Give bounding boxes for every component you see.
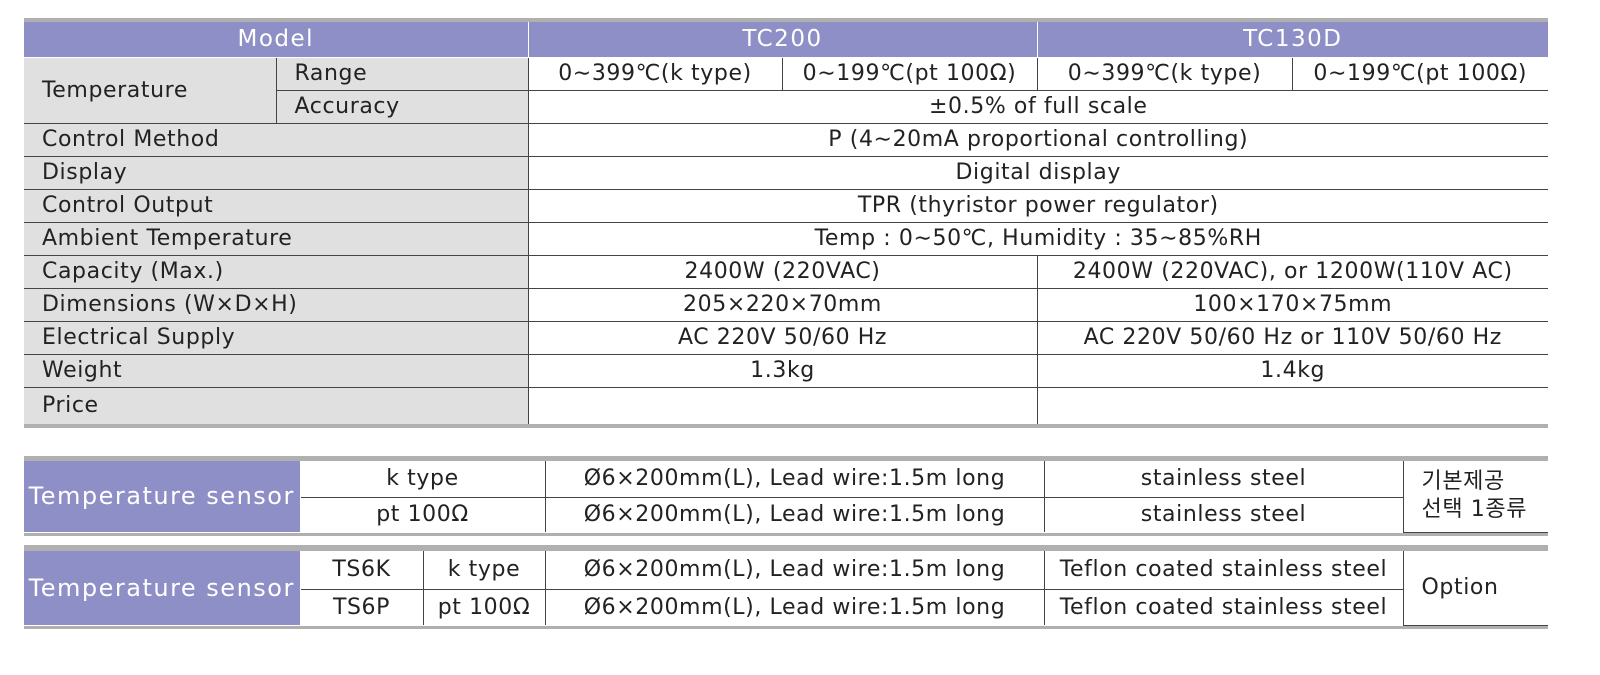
cell: TPR (thyristor power regulator) [527,188,1549,223]
row: Capacity (Max.) 2400W (220VAC) 2400W (220V… [24,254,1549,289]
row-label: Control Output [24,188,529,223]
cell: TS6P [299,588,424,625]
cell: pt 100Ω [299,496,546,532]
sensor-label: Temperature sensor [24,551,301,626]
row: Electrical Supply AC 220V 50/60 Hz AC 220V… [24,320,1549,355]
cell [527,386,1038,424]
cell: Teflon coated stainless steel [1043,588,1404,625]
cell: 2400W (220VAC), or 1200W(110V AC) [1036,254,1549,289]
note: Option [1402,551,1548,626]
note: 기본제공 선택 1종류 [1402,461,1548,533]
model-name: TC130D [1036,22,1549,58]
sensor-label: Temperature sensor [24,461,301,533]
sensor-grid: Temperature sensor TS6K k type Ø6×200mm(… [24,551,1548,626]
row: Price [24,386,1549,424]
cell: stainless steel [1043,461,1404,498]
row-sublabel: Accuracy [275,89,529,124]
cell: stainless steel [1043,496,1404,532]
row-label: Temperature [24,56,277,124]
cell: 0∼199℃(pt 100Ω) [781,56,1038,91]
cell: pt 100Ω [422,588,546,625]
row-label: Display [24,155,529,190]
sensor-option-table: Temperature sensor TS6K k type Ø6×200mm(… [24,545,1548,629]
cell: 100×170×75mm [1036,287,1549,322]
row: Control Output TPR (thyristor power regul… [24,188,1549,223]
cell: 205×220×70mm [527,287,1038,322]
cell: 1.4kg [1036,353,1549,388]
cell: Ø6×200mm(L), Lead wire:1.5m long [544,588,1045,625]
cell: Ø6×200mm(L), Lead wire:1.5m long [544,496,1045,532]
row-label: Weight [24,353,529,388]
cell: AC 220V 50/60 Hz or 110V 50/60 Hz [1036,320,1549,355]
row-label: Electrical Supply [24,320,529,355]
cell: Ø6×200mm(L), Lead wire:1.5m long [544,461,1045,498]
sensor-grid: Temperature sensor k type Ø6×200mm(L), L… [24,461,1548,533]
cell: 0∼199℃(pt 100Ω) [1291,56,1549,91]
row: Ambient Temperature Temp : 0∼50℃, Humidit… [24,221,1549,256]
row: Dimensions (W×D×H) 205×220×70mm 100×170×75… [24,287,1549,322]
sensor-basic-table: Temperature sensor k type Ø6×200mm(L), L… [24,456,1548,536]
cell: 0∼399℃(k type) [527,56,783,91]
row-label: Dimensions (W×D×H) [24,287,529,322]
cell: 0∼399℃(k type) [1036,56,1293,91]
cell: 2400W (220VAC) [527,254,1038,289]
cell: 1.3kg [527,353,1038,388]
row-label: Ambient Temperature [24,221,529,256]
cell: P (4∼20mA proportional controlling) [527,122,1549,157]
header-label: Model [24,22,529,58]
cell [1036,386,1549,424]
cell: k type [422,551,546,590]
row-label: Price [24,386,529,424]
cell: AC 220V 50/60 Hz [527,320,1038,355]
cell: Digital display [527,155,1549,190]
note-line: 기본제공 [1421,469,1505,495]
cell: Teflon coated stainless steel [1043,551,1404,590]
row: Weight 1.3kg 1.4kg [24,353,1549,388]
row: Control Method P (4∼20mA proportional con… [24,122,1549,157]
cell: Temp : 0∼50℃, Humidity : 35∼85%RH [527,221,1549,256]
cell: Ø6×200mm(L), Lead wire:1.5m long [544,551,1045,590]
cell: TS6K [299,551,424,590]
row-label: Capacity (Max.) [24,254,529,289]
spec-grid: Model TC200 TC130D Temperature Range 0∼3… [24,22,1549,424]
cell: k type [299,461,546,498]
row-label: Control Method [24,122,529,157]
spec-table: Model TC200 TC130D Temperature Range 0∼3… [24,18,1549,428]
note-line: 선택 1종류 [1421,497,1528,523]
row: Display Digital display [24,155,1549,190]
cell: ±0.5% of full scale [527,89,1549,124]
row-sublabel: Range [275,56,529,91]
model-name: TC200 [527,22,1038,58]
